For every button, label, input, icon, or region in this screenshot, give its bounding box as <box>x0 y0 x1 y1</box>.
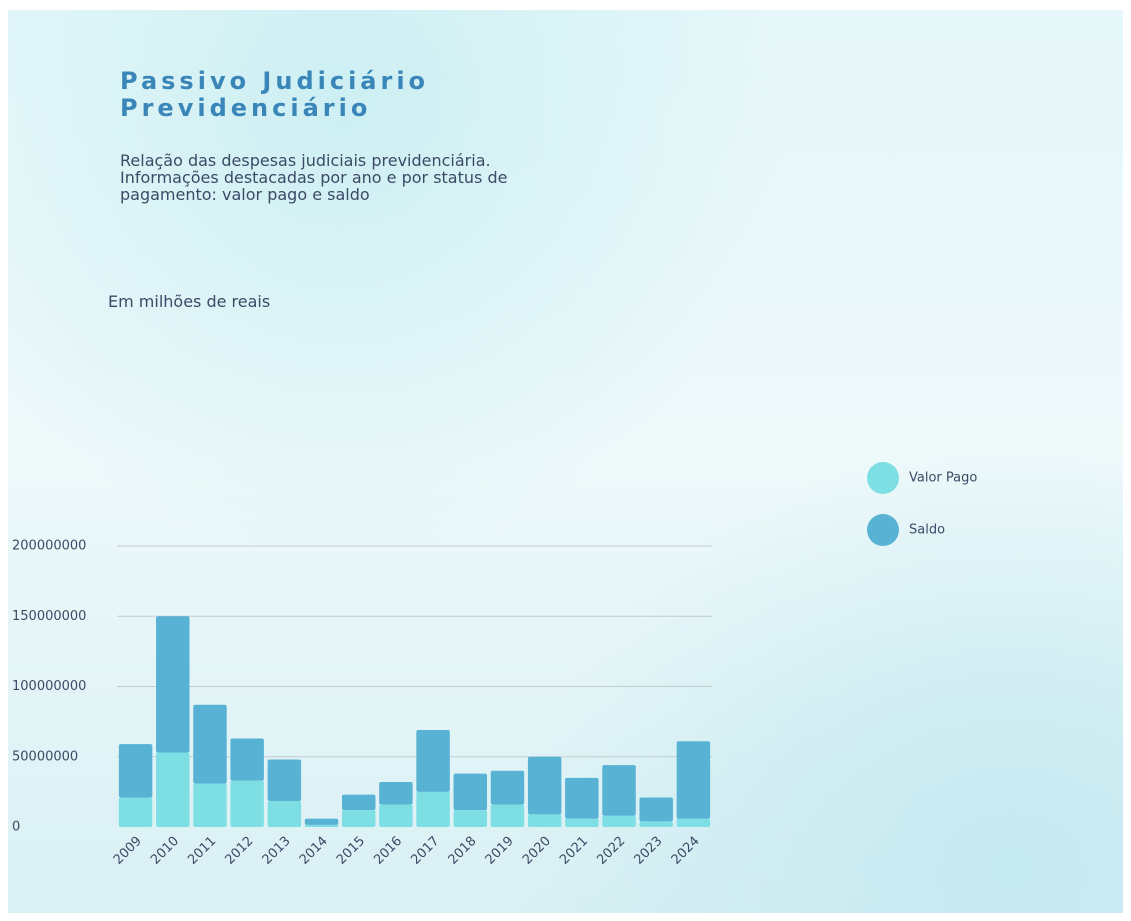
bar-segment <box>527 756 562 815</box>
x-tick-label: 2011 <box>185 834 219 868</box>
y-tick-label: 50000000 <box>12 749 78 764</box>
x-tick-label: 2018 <box>446 834 480 868</box>
x-tick-label: 2024 <box>669 834 703 868</box>
bar-segment <box>490 770 525 805</box>
bar-segment <box>565 777 599 819</box>
x-tick-label: 2015 <box>334 834 368 868</box>
y-tick-label: 100000000 <box>12 679 86 694</box>
bar-segment <box>416 791 450 827</box>
y-tick-label: 200000000 <box>12 539 86 554</box>
legend-swatch <box>867 462 899 494</box>
x-tick-label: 2016 <box>371 834 405 868</box>
bar-segment <box>453 773 488 811</box>
x-tick-label: 2023 <box>632 834 666 868</box>
x-tick-label: 2009 <box>111 834 145 868</box>
chart: 0 50000000 100000000 150000000 200000000 2009… <box>12 462 977 868</box>
chart-subtitle: Relação das despesas judiciais previdenc… <box>120 151 508 204</box>
bar-segment <box>304 818 339 825</box>
bar-segment <box>379 804 413 827</box>
y-axis-label: Em milhões de reais <box>108 292 271 311</box>
bar-segment <box>416 730 450 792</box>
bar-segment <box>453 810 488 827</box>
bar-segment <box>602 815 636 827</box>
bar-segment <box>267 759 302 802</box>
bar-segment <box>118 797 153 827</box>
bar-segment <box>230 738 264 781</box>
bar-segment <box>341 810 376 827</box>
bar-segment <box>118 744 153 798</box>
x-tick-label: 2010 <box>148 834 182 868</box>
x-tick-label: 2020 <box>520 834 554 868</box>
bar-segment <box>379 782 413 805</box>
bar-segment <box>565 818 599 827</box>
x-tick-label: 2022 <box>594 834 628 868</box>
bar-segment <box>193 783 227 827</box>
bar-segment <box>676 818 711 827</box>
y-tick-label: 0 <box>12 820 20 835</box>
x-tick-label: 2021 <box>557 834 591 868</box>
y-tick-label: 150000000 <box>12 609 86 624</box>
bar-segment <box>639 821 673 827</box>
infographic: Passivo Judiciário Previdenciário Relaçã… <box>8 10 1123 913</box>
legend-label: Valor Pago <box>909 471 977 486</box>
bar-segment <box>267 801 302 827</box>
x-tick-label: 2012 <box>222 834 256 868</box>
x-tick-label: 2013 <box>260 834 294 868</box>
bar-segment <box>490 804 525 827</box>
bar-segment <box>230 780 264 827</box>
bar-segment <box>676 741 711 819</box>
bar-segment <box>527 814 562 827</box>
bar-segment <box>304 824 339 827</box>
bar-segment <box>193 704 227 784</box>
legend-label: Saldo <box>909 523 945 538</box>
x-tick-label: 2017 <box>408 834 442 868</box>
bar-segment <box>341 794 376 811</box>
chart-title: Passivo Judiciário Previdenciário <box>120 67 430 122</box>
bar-segment <box>156 752 190 827</box>
x-tick-label: 2019 <box>483 834 517 868</box>
legend-swatch <box>867 514 899 546</box>
x-tick-label: 2014 <box>297 834 331 868</box>
bar-segment <box>156 616 190 753</box>
bar-segment <box>602 765 636 816</box>
bar-segment <box>639 797 673 822</box>
